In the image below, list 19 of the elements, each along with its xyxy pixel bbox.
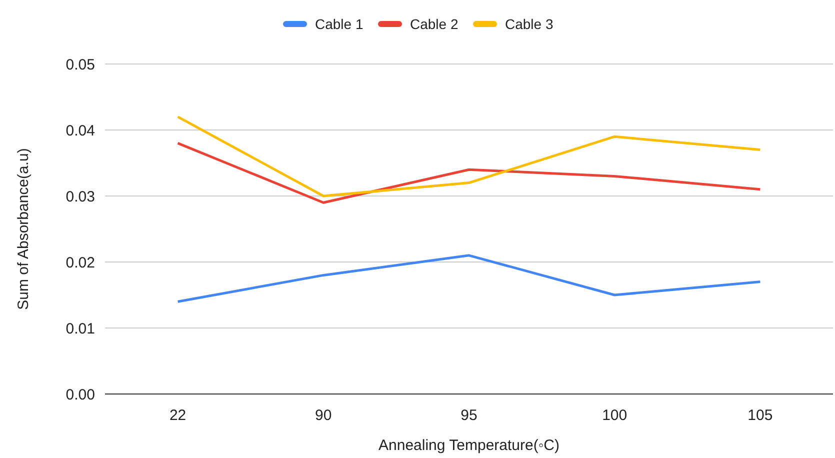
x-axis-title: Annealing Temperature(◦C) <box>378 437 560 454</box>
y-tick-label: 0.01 <box>66 320 95 338</box>
line-series <box>176 142 762 204</box>
x-tick-label: 22 <box>169 407 186 424</box>
y-tick-label: 0.00 <box>66 386 95 404</box>
y-tick-label: 0.03 <box>66 188 95 206</box>
y-tick-label: 0.02 <box>66 254 95 272</box>
legend-label: Cable 1 <box>315 16 364 32</box>
legend-label: Cable 3 <box>505 16 554 32</box>
y-tick-label: 0.05 <box>66 56 95 74</box>
x-tick-label: 105 <box>748 407 773 424</box>
x-tick-label: 95 <box>460 407 478 424</box>
line-series <box>176 254 762 303</box>
x-tick-label: 100 <box>602 407 628 424</box>
y-axis-title: Sum of Absorbance(a.u) <box>15 148 32 310</box>
x-tick-label: 90 <box>315 407 332 424</box>
y-tick-label: 0.04 <box>66 122 95 140</box>
line-series <box>176 116 762 198</box>
legend-label: Cable 2 <box>410 16 458 32</box>
